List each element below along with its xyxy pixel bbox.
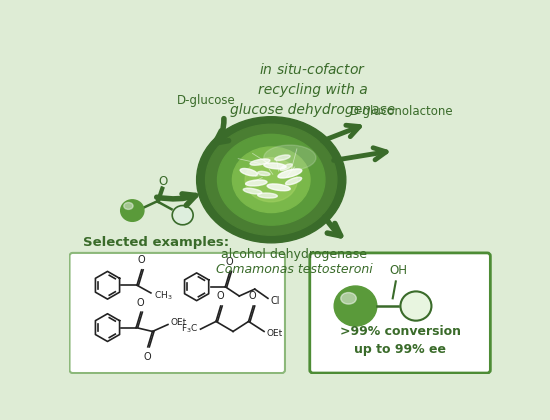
Ellipse shape <box>172 205 194 225</box>
Ellipse shape <box>124 202 133 210</box>
Text: O: O <box>216 291 224 302</box>
Text: OH: OH <box>389 264 407 277</box>
FancyArrowPatch shape <box>322 125 360 141</box>
Text: alcohol dehydrogenase: alcohol dehydrogenase <box>222 248 367 261</box>
Text: CH$_3$: CH$_3$ <box>154 289 173 302</box>
Text: up to 99% ee: up to 99% ee <box>354 343 447 356</box>
Text: O: O <box>144 352 152 362</box>
FancyArrowPatch shape <box>325 217 340 236</box>
FancyArrowPatch shape <box>157 194 196 205</box>
Text: glucose dehydrogenase: glucose dehydrogenase <box>230 103 395 117</box>
Ellipse shape <box>120 200 144 221</box>
Ellipse shape <box>240 168 257 176</box>
Ellipse shape <box>400 291 431 321</box>
Ellipse shape <box>197 117 346 243</box>
FancyArrowPatch shape <box>215 118 229 143</box>
FancyBboxPatch shape <box>310 253 491 373</box>
Ellipse shape <box>267 184 290 191</box>
FancyArrowPatch shape <box>334 148 386 160</box>
Ellipse shape <box>257 171 270 176</box>
Text: $\it{in\ situ}$-cofactor: $\it{in\ situ}$-cofactor <box>260 62 366 77</box>
Ellipse shape <box>285 177 301 185</box>
Ellipse shape <box>280 164 292 171</box>
Text: O: O <box>136 298 144 307</box>
Text: OEt: OEt <box>266 329 283 338</box>
Ellipse shape <box>217 134 325 225</box>
Text: D-gluconolactone: D-gluconolactone <box>350 105 454 118</box>
Ellipse shape <box>245 158 298 202</box>
Text: O: O <box>249 291 256 302</box>
Ellipse shape <box>275 155 290 160</box>
Ellipse shape <box>250 159 270 165</box>
Text: recycling with a: recycling with a <box>258 83 368 97</box>
Ellipse shape <box>206 124 337 235</box>
Text: O: O <box>226 257 233 267</box>
Ellipse shape <box>278 169 302 178</box>
Ellipse shape <box>341 293 356 304</box>
Text: Selected examples:: Selected examples: <box>82 236 229 249</box>
Ellipse shape <box>334 286 377 326</box>
Text: OEt: OEt <box>170 318 186 328</box>
Ellipse shape <box>264 145 316 170</box>
Ellipse shape <box>264 163 286 169</box>
Text: O: O <box>137 255 145 265</box>
Text: F$_3$C: F$_3$C <box>181 323 198 336</box>
Ellipse shape <box>233 147 310 213</box>
Ellipse shape <box>246 180 267 186</box>
Text: >99% conversion: >99% conversion <box>340 325 461 338</box>
Ellipse shape <box>243 188 262 194</box>
Ellipse shape <box>257 193 277 198</box>
Text: Comamonas testosteroni: Comamonas testosteroni <box>216 263 373 276</box>
Text: O: O <box>158 175 167 188</box>
FancyBboxPatch shape <box>69 253 285 373</box>
Text: D-glucose: D-glucose <box>177 94 236 107</box>
Text: Cl: Cl <box>270 296 280 306</box>
